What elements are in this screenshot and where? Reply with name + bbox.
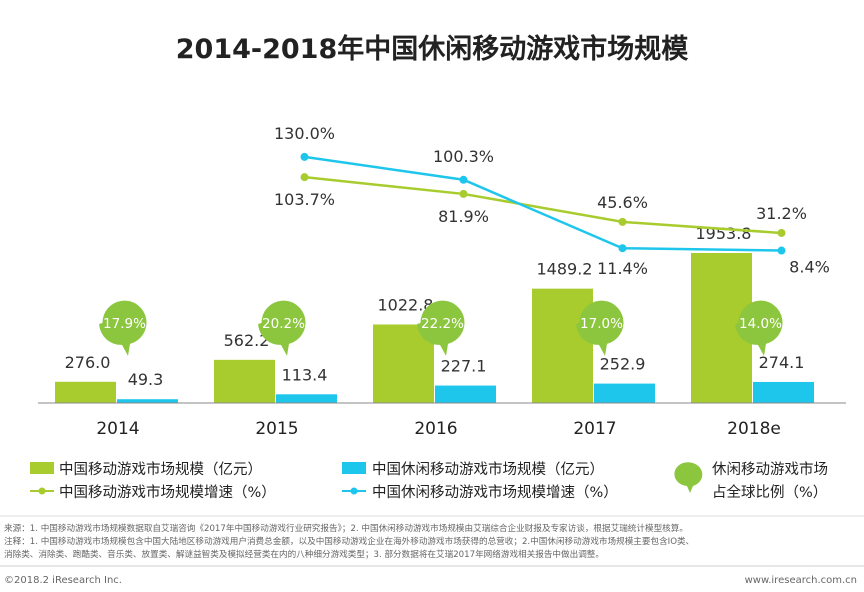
line-casual: [304, 155, 782, 252]
bubbles-layer: 17.9% 20.2% 22.2% 17.0% 14.0%: [99, 300, 783, 356]
x-tick-2015: 2015: [255, 419, 298, 439]
x-tick-2014: 2014: [96, 419, 139, 439]
legend-label-bar-green: 中国移动游戏市场规模（亿元）: [59, 461, 262, 478]
label-mobile-2016: 1022.8: [378, 295, 434, 314]
bubble-label-2016: 22.2%: [421, 316, 464, 332]
label-mobile-2017: 1489.2: [537, 260, 593, 279]
footer-copyright: ©2018.2 iResearch Inc.: [4, 575, 122, 586]
bubble-2014: [99, 300, 147, 356]
x-axis-ticks: 2014 2015 2016 2017 2018e: [96, 419, 781, 439]
line-labels-layer: 103.7% 81.9% 45.6% 31.2% 130.0% 100.3% 11.4% 8.…: [274, 124, 830, 278]
growth-label-casual-2017: 11.4%: [597, 259, 648, 278]
point-casual-2018e: [777, 246, 786, 255]
label-casual-2015: 113.4: [282, 365, 328, 384]
x-tick-2018e: 2018e: [727, 419, 781, 439]
growth-label-casual-2016: 100.3%: [433, 147, 494, 166]
notes-line-1: 来源：1. 中国移动游戏市场规模数据取自艾瑞咨询《2017年中国移动游戏行业研究…: [4, 522, 688, 534]
bubble-2015: [258, 300, 306, 356]
growth-label-casual-2015: 130.0%: [274, 124, 335, 143]
notes-line-2: 注释：1. 中国移动游戏市场规模包含中国大陆地区移动游戏用户消费总金额，以及中国…: [4, 535, 694, 547]
legend-swatch-bar-blue: [342, 462, 366, 474]
bar-mobile-2014: [55, 381, 116, 403]
line-mobile: [304, 175, 782, 235]
legend-label-bubble-1: 休闲移动游戏市场: [712, 461, 828, 478]
legend-swatch-bar-green: [30, 462, 54, 474]
growth-label-mobile-2018e: 31.2%: [756, 204, 807, 223]
point-casual-2016: [459, 175, 468, 184]
growth-label-mobile-2015: 103.7%: [274, 190, 335, 209]
label-mobile-2014: 276.0: [65, 353, 111, 372]
legend-label-bubble-2: 占全球比例（%）: [712, 483, 827, 501]
legend-label-line-green: 中国移动游戏市场规模增速（%）: [59, 484, 276, 501]
legend: 中国移动游戏市场规模（亿元） 中国移动游戏市场规模增速（%） 中国休闲移动游戏市…: [30, 461, 828, 501]
legend-marker-line-green: [38, 487, 46, 495]
point-mobile-2016: [459, 189, 468, 198]
bubble-label-2017: 17.0%: [580, 316, 623, 332]
label-casual-2014: 49.3: [128, 370, 164, 389]
point-casual-2017: [618, 244, 627, 253]
chart-title: 2014-2018年中国休闲移动游戏市场规模: [176, 33, 689, 65]
label-mobile-2015: 562.2: [224, 331, 270, 350]
legend-marker-line-blue: [350, 487, 358, 495]
bar-casual-2018e: [753, 381, 814, 403]
bubble-2018e: [735, 300, 783, 356]
bubble-label-2015: 20.2%: [262, 316, 305, 332]
bubble-label-2018e: 14.0%: [739, 316, 782, 332]
growth-label-mobile-2017: 45.6%: [597, 193, 648, 212]
bar-mobile-2017: [532, 288, 593, 403]
bar-casual-2014: [117, 399, 178, 403]
bar-mobile-2015: [214, 359, 275, 403]
x-tick-2017: 2017: [573, 419, 616, 439]
x-tick-2016: 2016: [414, 419, 457, 439]
label-casual-2017: 252.9: [600, 355, 646, 374]
bubble-2017: [576, 300, 624, 356]
bar-casual-2016: [435, 385, 496, 403]
point-mobile-2018e: [777, 228, 786, 237]
bars-layer: [55, 253, 814, 403]
label-casual-2018e: 274.1: [759, 353, 805, 372]
bubble-label-2014: 17.9%: [103, 316, 146, 332]
legend-label-line-blue: 中国休闲移动游戏市场规模增速（%）: [372, 484, 618, 501]
point-mobile-2017: [618, 217, 627, 226]
legend-swatch-bubble: [674, 462, 703, 493]
legend-label-bar-blue: 中国休闲移动游戏市场规模（亿元）: [372, 461, 604, 478]
lines-layer: [300, 152, 786, 255]
point-casual-2015: [300, 152, 309, 161]
bar-casual-2017: [594, 383, 655, 403]
notes-line-3: 消除类、消除类、跑酷类、音乐类、放置类、解谜益智类及模拟经营类在内的八种细分游戏…: [4, 548, 604, 560]
point-mobile-2015: [300, 173, 309, 182]
footer-website: www.iresearch.com.cn: [745, 575, 857, 586]
label-casual-2016: 227.1: [441, 357, 487, 376]
growth-label-casual-2018e: 8.4%: [789, 258, 830, 277]
growth-label-mobile-2016: 81.9%: [438, 207, 489, 226]
bar-casual-2015: [276, 394, 337, 403]
bubble-2016: [417, 300, 465, 356]
